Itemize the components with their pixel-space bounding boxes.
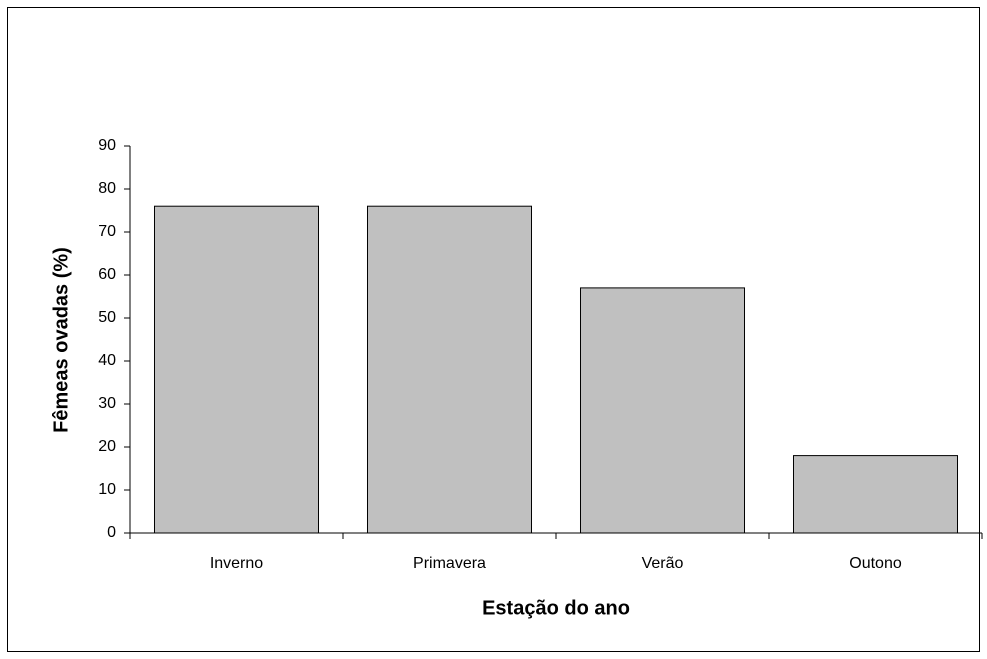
x-tick-label: Primavera	[413, 555, 486, 572]
y-tick-label: 10	[98, 481, 116, 498]
x-tick-label: Inverno	[210, 555, 263, 572]
x-tick-label: Outono	[849, 555, 902, 572]
y-tick-label: 70	[98, 223, 116, 240]
bar	[366, 205, 533, 534]
x-axis-title: Estação do ano	[482, 597, 630, 619]
y-tick-label: 90	[98, 137, 116, 154]
bar	[153, 205, 320, 534]
y-axis-title: Fêmeas ovadas (%)	[50, 247, 72, 433]
y-tick-label: 20	[98, 438, 116, 455]
bar	[792, 455, 959, 534]
x-tick-label: Verão	[642, 555, 684, 572]
y-tick-label: 40	[98, 352, 116, 369]
y-tick-label: 50	[98, 309, 116, 326]
y-tick-label: 80	[98, 180, 116, 197]
y-tick-label: 0	[107, 524, 116, 541]
y-tick-label: 60	[98, 266, 116, 283]
bar	[579, 287, 746, 534]
y-tick-label: 30	[98, 395, 116, 412]
